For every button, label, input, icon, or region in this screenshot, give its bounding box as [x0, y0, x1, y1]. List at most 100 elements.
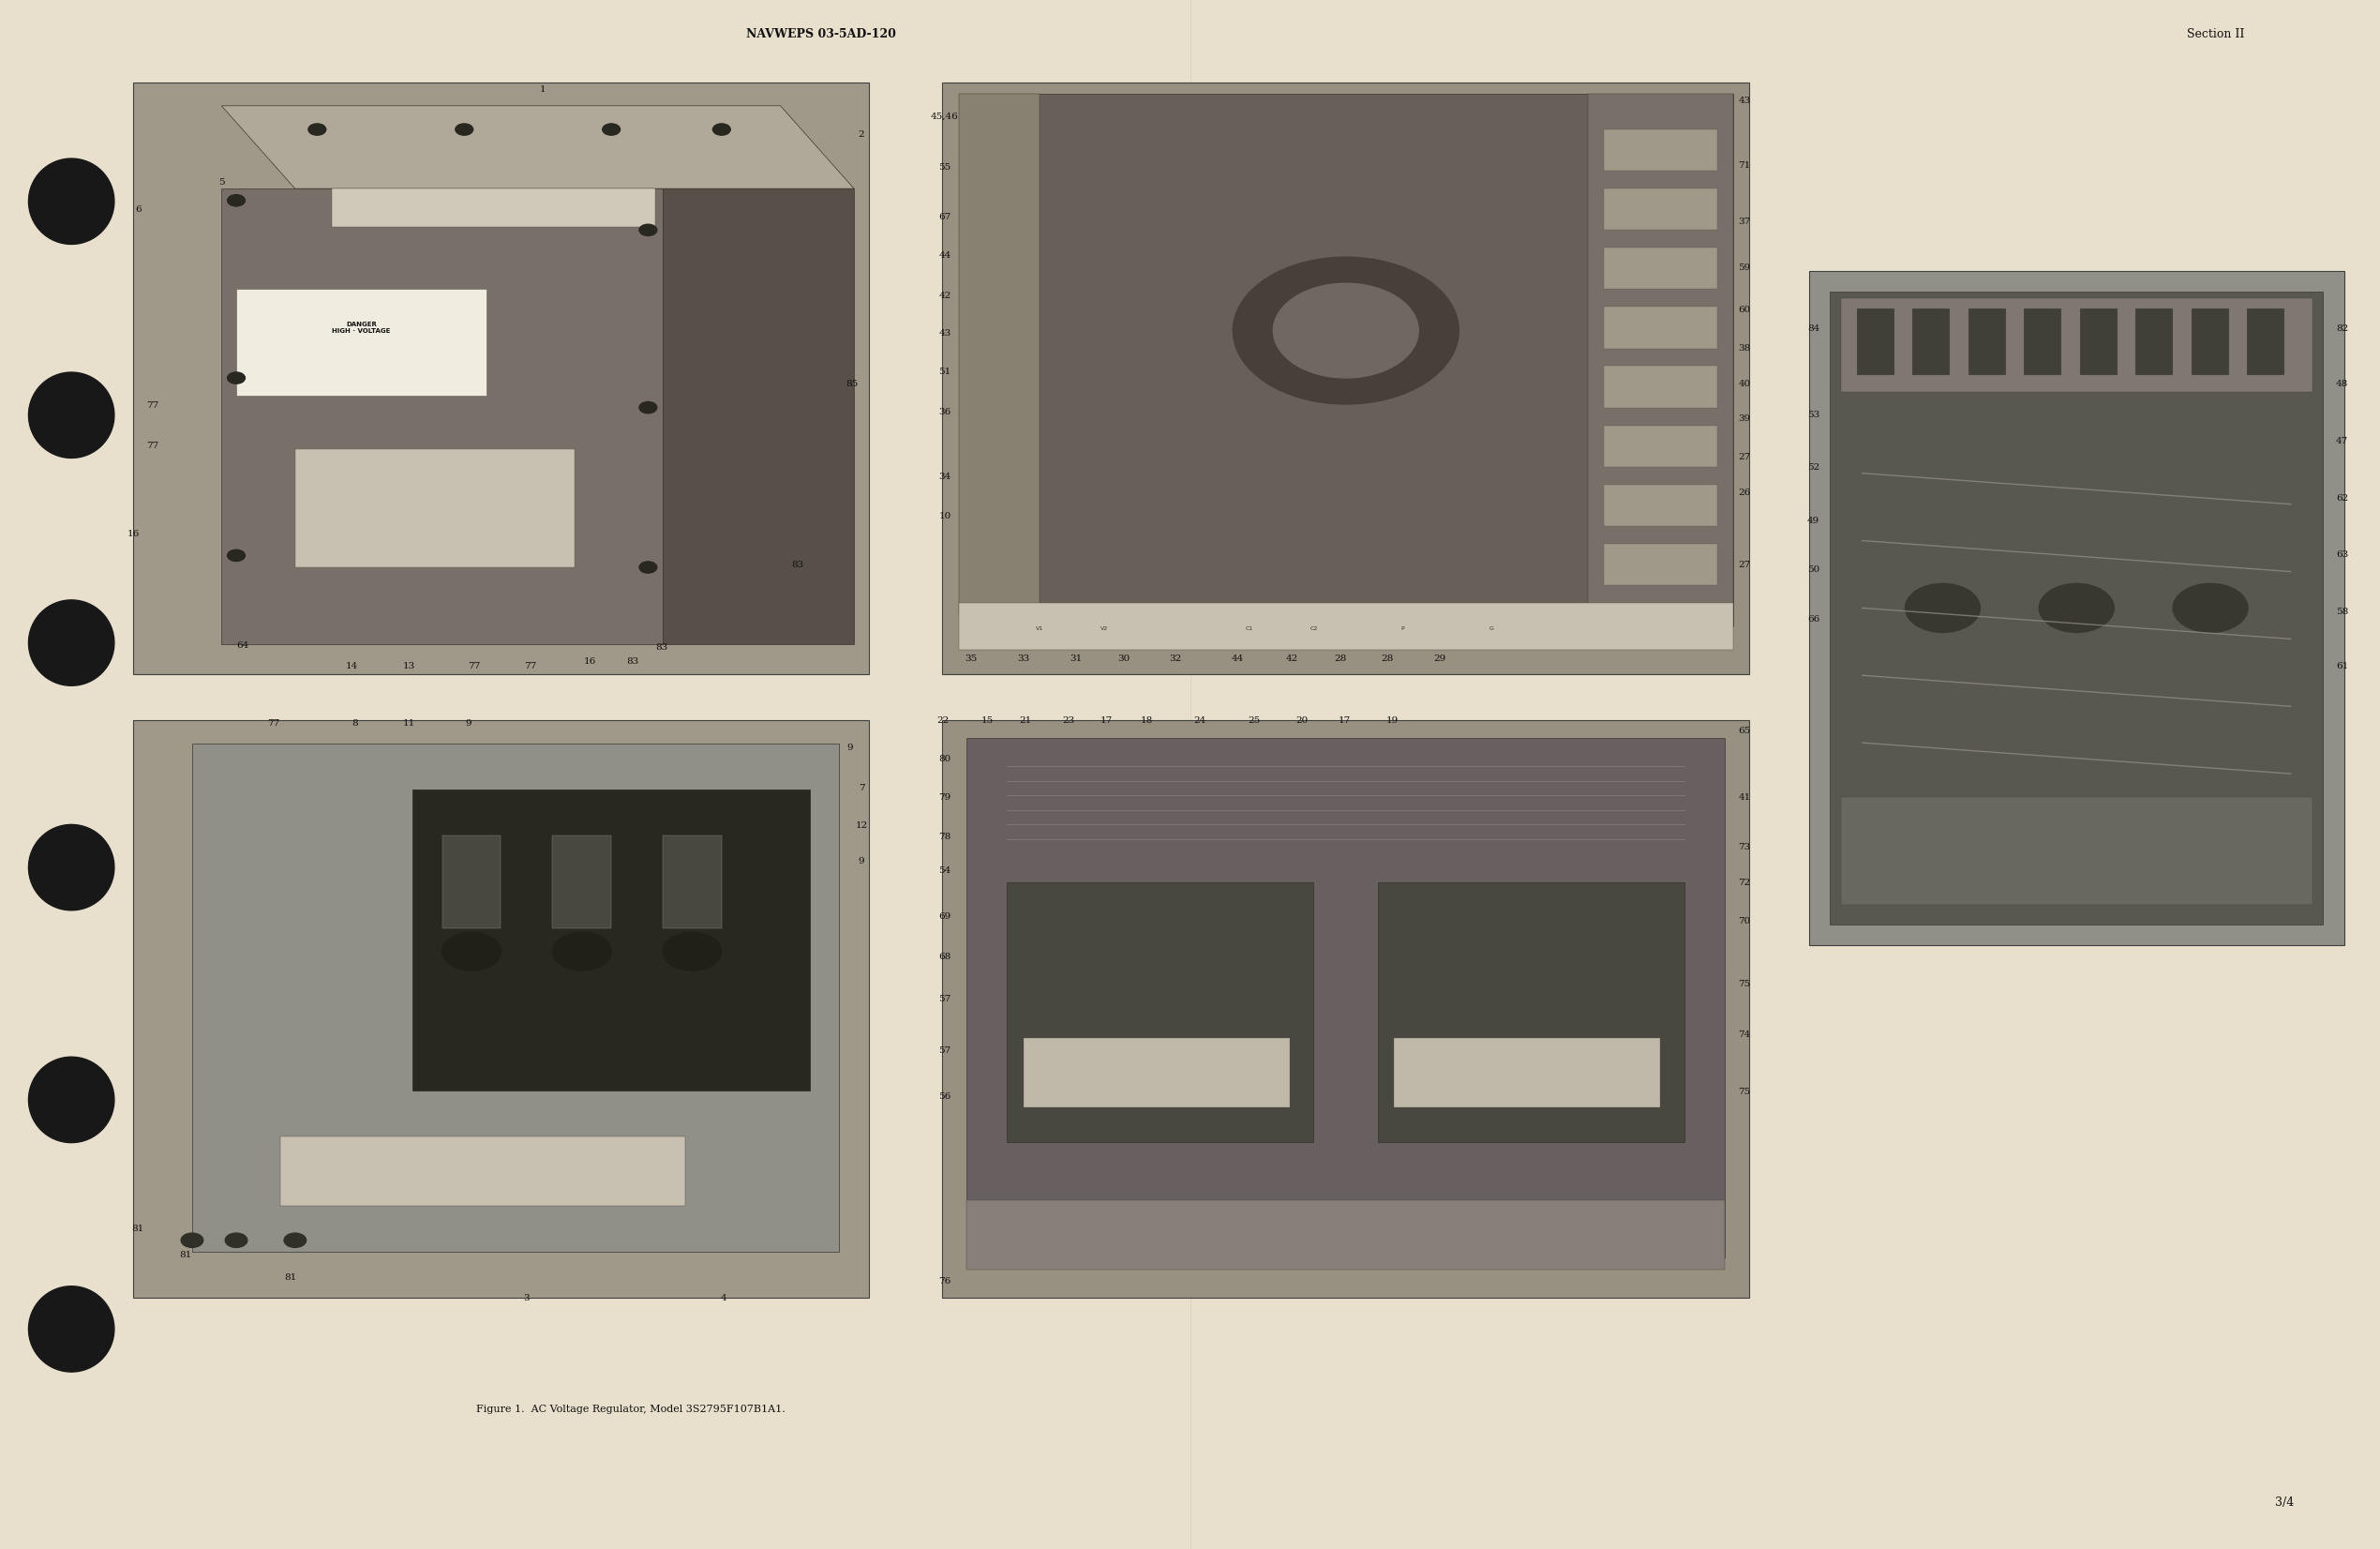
Bar	[1604, 485, 1716, 527]
Text: 57: 57	[938, 994, 952, 1004]
Text: 43: 43	[938, 328, 952, 338]
Text: Figure 1.  AC Voltage Regulator, Model 3S2795F107B1A1.: Figure 1. AC Voltage Regulator, Model 3S…	[476, 1405, 785, 1414]
Circle shape	[2173, 584, 2247, 632]
Text: 40: 40	[1737, 380, 1752, 389]
Bar	[1378, 881, 1685, 1142]
Text: 56: 56	[938, 1092, 952, 1101]
Text: 66: 66	[1806, 615, 1821, 624]
Text: 48: 48	[2335, 380, 2349, 389]
Circle shape	[181, 1233, 202, 1247]
Text: 13: 13	[402, 661, 416, 671]
Bar	[959, 94, 1040, 615]
Circle shape	[283, 1233, 307, 1247]
Bar	[193, 744, 840, 1252]
Circle shape	[602, 124, 621, 135]
Bar	[552, 836, 612, 928]
Text: 35: 35	[964, 654, 978, 663]
Text: 11: 11	[402, 719, 416, 728]
Text: V1: V1	[1035, 626, 1042, 630]
Text: 47: 47	[2335, 437, 2349, 446]
Text: 75: 75	[1737, 979, 1752, 988]
Text: 58: 58	[2335, 607, 2349, 617]
Text: 84: 84	[1806, 324, 1821, 333]
Bar	[1914, 308, 1949, 375]
Text: 44: 44	[1230, 654, 1245, 663]
Text: 26: 26	[1737, 488, 1752, 497]
Text: 28: 28	[1333, 654, 1347, 663]
Text: 81: 81	[131, 1224, 145, 1233]
Text: 42: 42	[1285, 654, 1299, 663]
Text: 9: 9	[466, 719, 471, 728]
Bar	[966, 1200, 1726, 1269]
Text: 15: 15	[981, 716, 995, 725]
Bar	[221, 189, 662, 644]
Bar	[1604, 426, 1716, 466]
Bar	[1604, 544, 1716, 586]
Text: 5: 5	[219, 178, 224, 187]
Text: 24: 24	[1192, 716, 1207, 725]
Bar	[1604, 189, 1716, 231]
Text: 70: 70	[1737, 917, 1752, 926]
Text: 34: 34	[938, 472, 952, 482]
Text: 19: 19	[1385, 716, 1399, 725]
Bar	[662, 836, 721, 928]
Text: 77: 77	[267, 719, 281, 728]
Bar	[331, 189, 655, 228]
Text: 60: 60	[1737, 305, 1752, 314]
Ellipse shape	[29, 158, 114, 245]
Text: 77: 77	[145, 401, 159, 410]
Text: 32: 32	[1169, 654, 1183, 663]
Text: 53: 53	[1806, 410, 1821, 420]
Text: V2: V2	[1100, 626, 1107, 630]
Circle shape	[1273, 283, 1418, 378]
Circle shape	[1904, 584, 1980, 632]
Text: 62: 62	[2335, 494, 2349, 503]
Text: 83: 83	[654, 643, 669, 652]
Text: 7: 7	[859, 784, 864, 793]
Bar	[1840, 796, 2311, 905]
Text: 77: 77	[524, 661, 538, 671]
Text: 29: 29	[1433, 654, 1447, 663]
Text: 31: 31	[1069, 654, 1083, 663]
Text: 51: 51	[938, 367, 952, 376]
Circle shape	[712, 124, 731, 135]
Text: 18: 18	[1140, 716, 1154, 725]
Text: 49: 49	[1806, 516, 1821, 525]
Text: P: P	[1402, 626, 1404, 630]
Text: 12: 12	[854, 821, 869, 830]
Text: 14: 14	[345, 661, 359, 671]
Text: 10: 10	[938, 511, 952, 520]
Text: 16: 16	[583, 657, 597, 666]
Circle shape	[2040, 584, 2113, 632]
Circle shape	[662, 932, 721, 971]
Text: 81: 81	[178, 1250, 193, 1259]
Text: 6: 6	[136, 204, 140, 214]
Circle shape	[640, 401, 657, 414]
Text: 2: 2	[859, 130, 864, 139]
Text: 64: 64	[236, 641, 250, 651]
Text: 57: 57	[938, 1046, 952, 1055]
Text: C2: C2	[1309, 626, 1319, 630]
Bar	[959, 603, 1733, 651]
Circle shape	[552, 932, 612, 971]
Text: 4: 4	[721, 1293, 726, 1303]
Bar	[1604, 130, 1716, 170]
Bar	[281, 1137, 685, 1205]
Text: 27: 27	[1737, 561, 1752, 570]
Text: 83: 83	[790, 561, 804, 570]
Text: 25: 25	[1247, 716, 1261, 725]
Text: 85: 85	[845, 380, 859, 389]
Bar	[2135, 308, 2173, 375]
Text: 41: 41	[1737, 793, 1752, 802]
Bar	[2192, 308, 2228, 375]
Bar	[295, 449, 574, 567]
Bar	[1604, 248, 1716, 290]
Polygon shape	[662, 189, 854, 644]
Bar	[1809, 271, 2344, 945]
Text: 63: 63	[2335, 550, 2349, 559]
Text: 69: 69	[938, 912, 952, 922]
Text: 28: 28	[1380, 654, 1395, 663]
Bar	[2080, 308, 2118, 375]
Circle shape	[309, 124, 326, 135]
Text: 43: 43	[1737, 96, 1752, 105]
